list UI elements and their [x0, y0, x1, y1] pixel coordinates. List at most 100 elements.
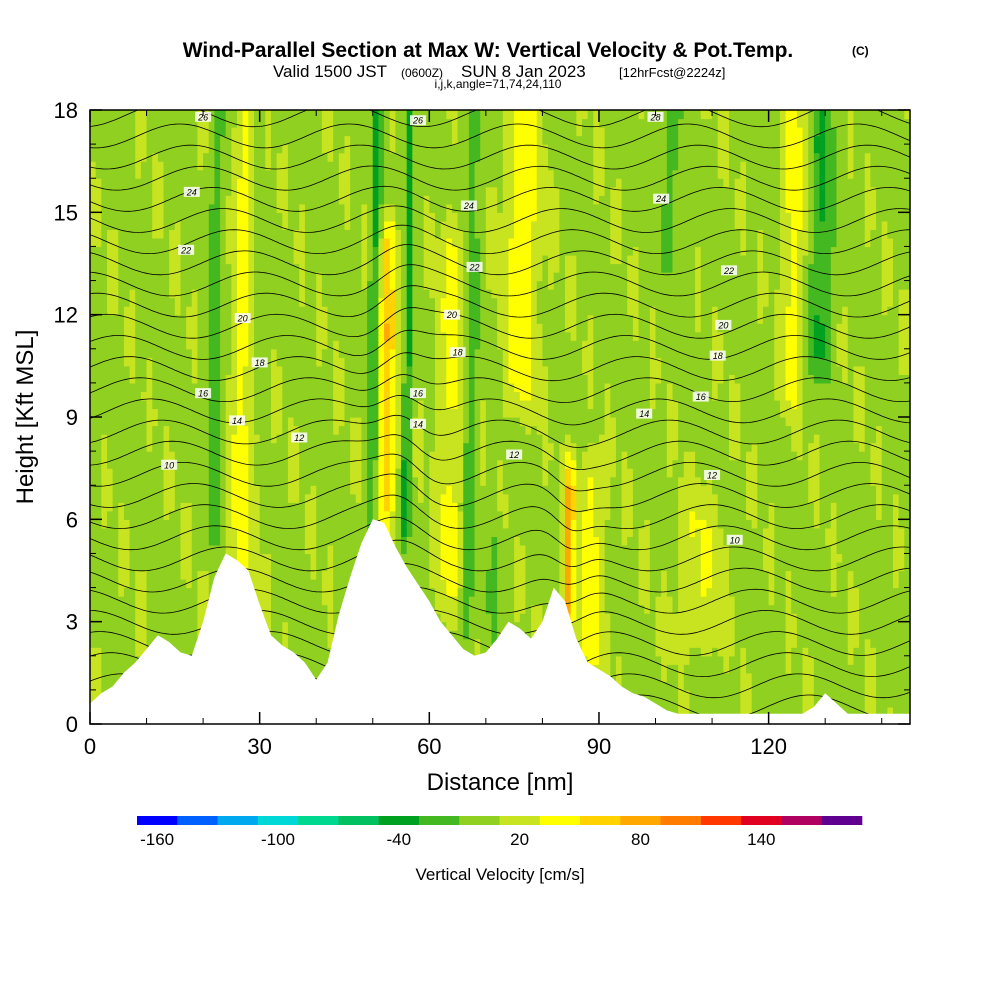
velocity-cell [135, 579, 142, 589]
velocity-cell [163, 434, 170, 444]
velocity-cell [254, 476, 261, 486]
velocity-cell [367, 263, 374, 273]
velocity-cell [101, 357, 108, 367]
velocity-cell [106, 655, 114, 665]
velocity-cell [395, 110, 402, 120]
velocity-cell [423, 408, 430, 418]
velocity-cell [157, 502, 165, 512]
velocity-cell [429, 203, 436, 213]
velocity-cell [299, 442, 306, 452]
velocity-cell [395, 331, 402, 341]
velocity-cell [214, 340, 221, 350]
velocity-cell [208, 408, 216, 418]
velocity-cell [282, 220, 289, 230]
velocity-cell [287, 331, 295, 341]
velocity-cell [310, 638, 317, 648]
velocity-cell [169, 237, 176, 248]
velocity-cell [169, 417, 176, 427]
velocity-cell [406, 178, 413, 188]
velocity-cell [372, 229, 380, 239]
velocity-cell [446, 382, 453, 393]
velocity-cell [361, 229, 368, 239]
velocity-cell [310, 263, 317, 273]
velocity-cell [299, 519, 306, 529]
velocity-cell [135, 553, 142, 563]
velocity-cell [163, 561, 170, 572]
velocity-cell [191, 459, 199, 469]
velocity-cell [112, 476, 119, 486]
velocity-cell [123, 246, 131, 256]
velocity-cell [287, 357, 295, 367]
velocity-cell [231, 272, 238, 282]
velocity-cell [440, 272, 447, 282]
velocity-cell [140, 382, 148, 393]
velocity-cell [163, 263, 170, 273]
velocity-cell [180, 365, 187, 375]
velocity-cell [287, 323, 295, 333]
velocity-cell [135, 186, 142, 196]
velocity-cell [95, 127, 102, 137]
velocity-cell [112, 579, 119, 589]
velocity-cell [451, 587, 459, 597]
velocity-cell [401, 357, 408, 367]
velocity-cell [276, 314, 283, 324]
velocity-cell [401, 442, 408, 452]
velocity-cell [429, 544, 436, 555]
velocity-cell [293, 195, 300, 205]
velocity-cell [474, 561, 481, 572]
velocity-cell [270, 263, 278, 273]
velocity-cell [440, 536, 447, 546]
velocity-cell [106, 408, 114, 418]
velocity-cell [174, 638, 182, 648]
velocity-cell [287, 272, 295, 282]
velocity-cell [163, 621, 170, 631]
velocity-cell [135, 561, 142, 572]
velocity-cell [440, 365, 447, 375]
velocity-cell [129, 135, 136, 145]
velocity-cell [378, 425, 385, 435]
velocity-cell [101, 672, 108, 682]
velocity-cell [186, 621, 193, 631]
velocity-cell [355, 178, 363, 188]
velocity-cell [276, 536, 283, 546]
velocity-cell [395, 442, 402, 452]
velocity-cell [446, 621, 453, 631]
velocity-cell [395, 459, 402, 469]
velocity-cell [316, 297, 323, 307]
velocity-cell [152, 186, 159, 196]
velocity-cell [463, 212, 470, 222]
velocity-cell [395, 237, 402, 248]
velocity-cell [406, 391, 413, 401]
velocity-cell [270, 186, 278, 196]
velocity-cell [140, 587, 148, 597]
velocity-cell [95, 237, 102, 248]
velocity-cell [101, 144, 108, 154]
velocity-cell [135, 613, 142, 623]
velocity-cell [327, 280, 334, 290]
velocity-cell [434, 127, 442, 137]
velocity-cell [384, 374, 391, 384]
velocity-cell [412, 442, 419, 452]
velocity-cell [163, 502, 170, 512]
velocity-cell [333, 297, 340, 307]
velocity-cell [112, 485, 119, 495]
velocity-cell [276, 561, 283, 572]
velocity-cell [304, 237, 312, 248]
velocity-cell [310, 229, 317, 239]
velocity-cell [333, 118, 340, 128]
velocity-cell [457, 246, 464, 256]
velocity-cell [468, 621, 476, 631]
velocity-cell [169, 476, 176, 486]
velocity-cell [378, 212, 385, 222]
velocity-cell [186, 630, 193, 640]
velocity-cell [327, 604, 334, 614]
velocity-cell [304, 468, 312, 478]
velocity-cell [197, 613, 204, 623]
velocity-cell [259, 417, 266, 427]
velocity-cell [333, 237, 340, 248]
velocity-cell [101, 374, 108, 384]
velocity-cell [95, 604, 102, 614]
velocity-cell [90, 630, 97, 640]
velocity-cell [106, 348, 114, 358]
velocity-cell [372, 408, 380, 418]
